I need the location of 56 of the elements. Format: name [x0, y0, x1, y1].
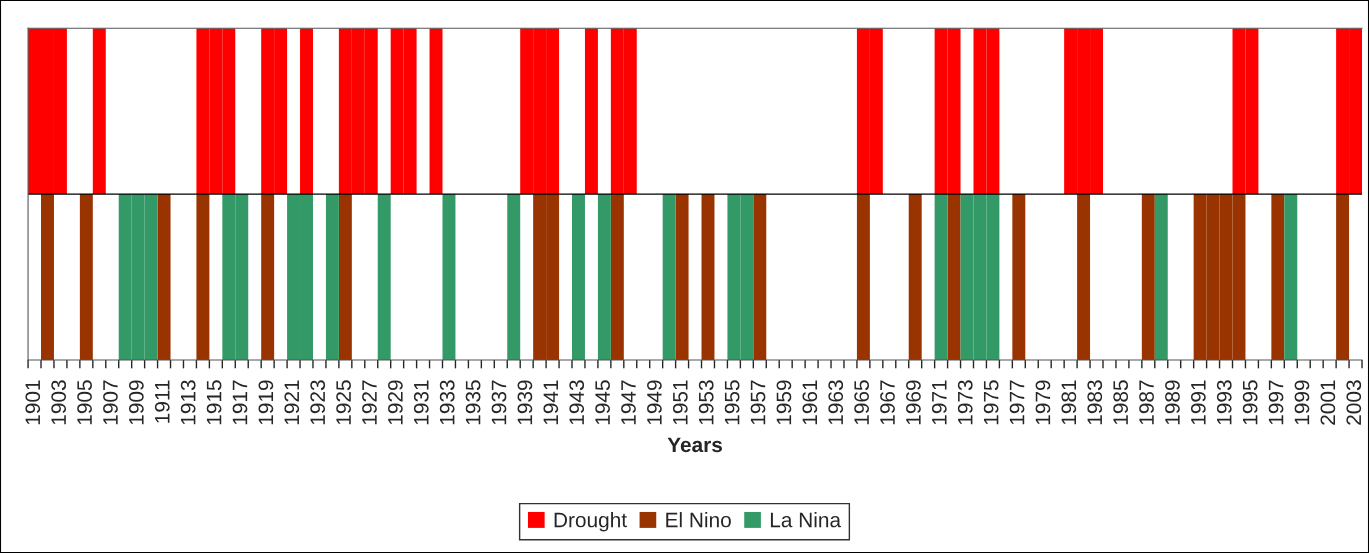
x-tick-label: 1901: [25, 380, 41, 425]
x-tick-label: 1961: [802, 380, 818, 425]
x-tick-label: 1919: [258, 380, 274, 425]
x-tick-label: 1987: [1139, 380, 1154, 425]
x-tick-label: 1921: [284, 380, 300, 425]
x-tick-label: 1989: [1165, 380, 1180, 425]
x-tick-label: 1999: [1294, 380, 1310, 425]
legend-label: La Nina: [770, 512, 842, 528]
x-tick-label: 1937: [491, 380, 507, 425]
x-tick-label: 1923: [310, 380, 326, 425]
x-tick-label: 1971: [931, 380, 947, 425]
x-tick-label: 1997: [1268, 380, 1284, 425]
x-tick-label: 1905: [77, 380, 92, 425]
x-tick-label: 1931: [413, 380, 429, 425]
x-tick-label: 1903: [51, 380, 67, 425]
x-tick-label: 1973: [957, 380, 973, 425]
x-tick-label: 1951: [672, 380, 688, 425]
x-tick-label: 1969: [906, 380, 921, 425]
x-tick-label: 1981: [1061, 380, 1077, 425]
x-tick-label: 1943: [569, 380, 585, 425]
x-tick-label: 1925: [336, 380, 351, 425]
x-tick-label: 1965: [854, 380, 869, 425]
x-tick-label: 2003: [1346, 380, 1362, 425]
x-tick-label: 2001: [1320, 380, 1336, 425]
x-tick-label: 1977: [1009, 380, 1025, 425]
x-tick-label: 1967: [880, 380, 895, 425]
x-tick-label: 1991: [1190, 380, 1206, 425]
x-tick-label: 1939: [517, 380, 533, 425]
legend-label: El Nino: [666, 512, 731, 528]
x-tick-label: 1949: [647, 380, 662, 425]
legend-label: Drought: [554, 512, 627, 532]
x-tick-label: 1957: [750, 380, 766, 425]
x-tick-label: 1913: [180, 380, 196, 425]
x-tick-label: 1985: [1113, 380, 1129, 425]
x-tick-label: 1915: [206, 380, 222, 425]
x-tick-label: 1995: [1242, 380, 1258, 425]
x-tick-label: 1963: [828, 380, 844, 425]
x-tick-label: 1917: [232, 380, 248, 425]
x-tick-label: 1933: [439, 380, 455, 425]
x-tick-label: 1935: [465, 380, 481, 425]
x-tick-label: 1945: [595, 380, 610, 425]
x-tick-label: 1927: [362, 380, 377, 425]
x-tick-label: 1909: [128, 380, 144, 425]
x-tick-label: 1979: [1035, 380, 1051, 425]
x-tick-label: 1983: [1087, 380, 1103, 425]
x-tick-label: 1955: [724, 380, 740, 425]
x-tick-label: 1907: [103, 380, 118, 425]
x-tick-label: 1911: [154, 380, 170, 423]
x-tick-label: 1993: [1216, 380, 1232, 425]
x-tick-label: 1929: [388, 380, 403, 425]
x-tick-label: 1947: [621, 380, 636, 425]
x-tick-label: 1953: [698, 380, 714, 425]
x-tick-label: 1959: [776, 380, 792, 425]
x-axis-title: Years: [667, 437, 722, 453]
x-tick-label: 1975: [983, 380, 999, 425]
x-tick-label: 1941: [543, 380, 559, 425]
